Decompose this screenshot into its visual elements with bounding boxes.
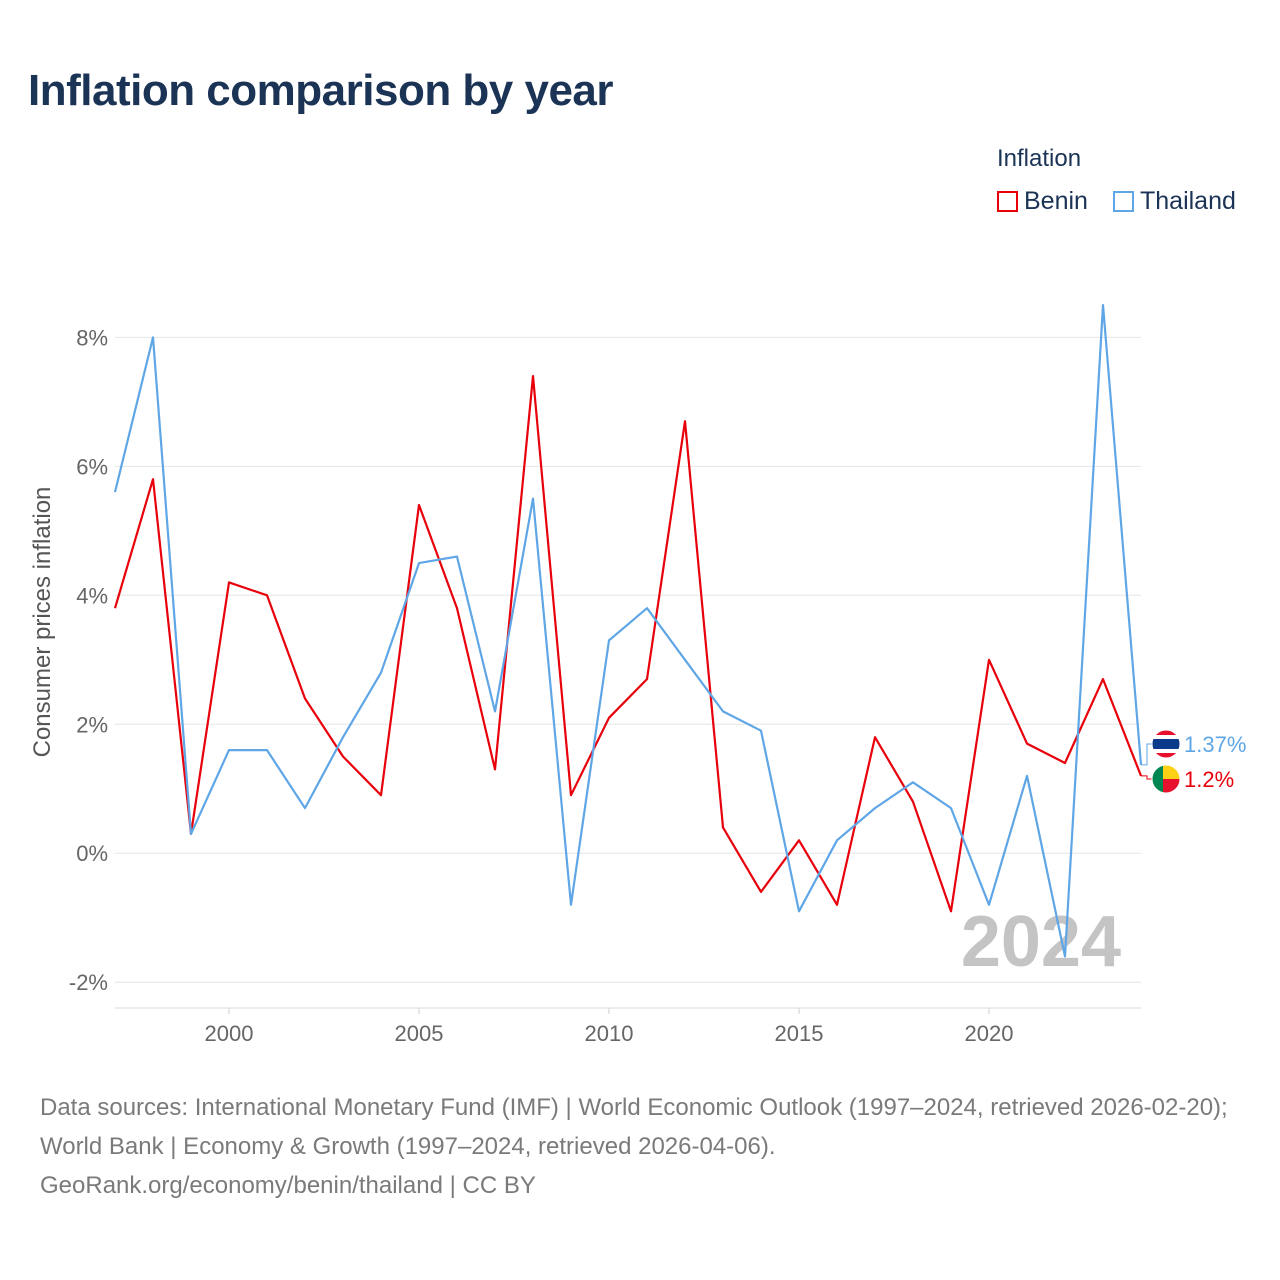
footer: Data sources: International Monetary Fun… — [40, 1088, 1250, 1205]
gridlines — [115, 336, 1141, 983]
data-point-thailand — [682, 657, 688, 663]
data-point-benin — [986, 657, 992, 663]
data-point-thailand — [112, 489, 118, 495]
y-tick-label: -2% — [69, 970, 108, 995]
series-line-thailand — [113, 304, 1143, 958]
data-point-benin — [606, 715, 612, 721]
data-point-benin — [378, 792, 384, 798]
data-point-thailand — [644, 605, 650, 611]
data-point-thailand — [150, 334, 156, 340]
series-line-benin — [113, 375, 1143, 913]
data-point-thailand — [758, 728, 764, 734]
data-point-benin — [416, 502, 422, 508]
data-point-benin — [112, 605, 118, 611]
x-tick-label: 2005 — [395, 1021, 444, 1046]
legend-item-thailand[interactable]: Thailand — [1113, 187, 1236, 216]
data-point-thailand — [378, 670, 384, 676]
data-point-benin — [948, 908, 954, 914]
data-point-thailand — [492, 708, 498, 714]
data-point-benin — [644, 676, 650, 682]
data-point-benin — [834, 902, 840, 908]
line-chart: -2% 0% 2% 4% 6% 8% 2000 2005 2010 2015 2020 Consu… — [29, 302, 1246, 1046]
data-point-benin — [682, 418, 688, 424]
data-point-thailand — [834, 837, 840, 843]
y-tick-label: 2% — [76, 712, 108, 737]
data-point-benin — [796, 837, 802, 843]
x-tick-label: 2020 — [965, 1021, 1014, 1046]
data-point-benin — [150, 476, 156, 482]
data-point-thailand — [416, 560, 422, 566]
legend-label-thailand: Thailand — [1140, 187, 1236, 215]
data-point-benin — [910, 799, 916, 805]
y-tick-label: 8% — [76, 325, 108, 350]
y-tick-label: 0% — [76, 841, 108, 866]
year-annotation: 2024 — [961, 902, 1121, 982]
legend-swatch-thailand — [1113, 191, 1134, 212]
data-point-benin — [264, 592, 270, 598]
thailand-flag-icon — [1152, 730, 1180, 758]
data-point-benin — [1100, 676, 1106, 682]
x-tick-label: 2015 — [775, 1021, 824, 1046]
data-point-benin — [340, 754, 346, 760]
end-label-benin: 1.2% — [1184, 767, 1234, 792]
data-point-thailand — [986, 902, 992, 908]
data-point-benin — [568, 792, 574, 798]
data-point-thailand — [1024, 773, 1030, 779]
data-point-benin — [720, 824, 726, 830]
credit-link[interactable]: GeoRank.org/economy/benin/thailand | CC … — [40, 1172, 536, 1199]
end-connector-thailand — [1141, 743, 1153, 766]
data-point-benin — [1024, 741, 1030, 747]
data-point-benin — [454, 605, 460, 611]
data-point-thailand — [226, 747, 232, 753]
data-point-benin — [226, 579, 232, 585]
data-point-benin — [302, 695, 308, 701]
data-point-thailand — [1100, 302, 1106, 308]
data-point-thailand — [188, 831, 194, 837]
benin-flag-icon — [1152, 765, 1180, 793]
end-connector-benin — [1141, 775, 1153, 780]
x-axis-ticks: 2000 2005 2010 2015 2020 — [205, 1008, 1014, 1046]
data-point-thailand — [264, 747, 270, 753]
end-label-thailand: 1.37% — [1184, 732, 1246, 757]
data-point-benin — [492, 766, 498, 772]
data-point-benin — [1062, 760, 1068, 766]
chart-title: Inflation comparison by year — [28, 66, 614, 115]
data-point-thailand — [454, 554, 460, 560]
y-tick-label: 4% — [76, 583, 108, 608]
data-sources: Data sources: International Monetary Fun… — [40, 1094, 1228, 1160]
data-point-thailand — [910, 779, 916, 785]
x-tick-label: 2010 — [585, 1021, 634, 1046]
data-point-thailand — [530, 496, 536, 502]
x-tick-label: 2000 — [205, 1021, 254, 1046]
end-labels: 1.2% 1.37% — [1141, 729, 1246, 794]
data-point-thailand — [872, 805, 878, 811]
data-point-thailand — [568, 902, 574, 908]
data-point-thailand — [302, 805, 308, 811]
data-point-thailand — [340, 734, 346, 740]
data-point-benin — [530, 373, 536, 379]
data-point-thailand — [720, 708, 726, 714]
data-point-thailand — [1062, 953, 1068, 959]
legend-swatch-benin — [997, 191, 1018, 212]
data-point-benin — [872, 734, 878, 740]
data-point-benin — [758, 889, 764, 895]
y-axis-ticks: -2% 0% 2% 4% 6% 8% — [69, 325, 108, 995]
series-lines — [112, 302, 1143, 959]
y-tick-label: 6% — [76, 454, 108, 479]
legend-label-benin: Benin — [1024, 187, 1088, 215]
data-point-thailand — [948, 805, 954, 811]
y-axis-label: Consumer prices inflation — [29, 487, 56, 758]
data-point-thailand — [606, 637, 612, 643]
legend-title: Inflation — [997, 145, 1082, 172]
legend-item-benin[interactable]: Benin — [997, 187, 1088, 216]
data-point-thailand — [796, 908, 802, 914]
